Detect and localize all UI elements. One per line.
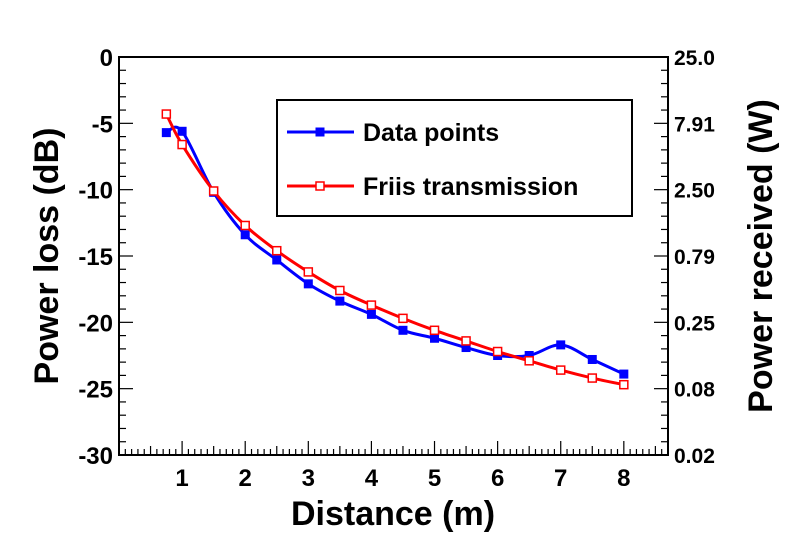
point-friis (335, 285, 345, 296)
x-tick-label: 5 (428, 465, 441, 492)
point-friis (208, 186, 219, 196)
y2-tick-label: 0.79 (674, 246, 715, 269)
legend-marker-friis (315, 181, 325, 191)
point-friis (240, 220, 250, 231)
point-data-points (587, 354, 597, 364)
x-tick-label: 6 (491, 465, 504, 492)
point-data-points (177, 126, 187, 136)
y2-tick-label: 0.02 (674, 445, 715, 468)
point-data-points (272, 255, 282, 265)
point-data-points (303, 279, 313, 289)
point-friis (492, 346, 503, 357)
legend: Data points Friis transmission (276, 99, 633, 217)
point-friis (461, 336, 471, 346)
y-tick-label: -10 (78, 178, 113, 205)
series-line-friis (164, 113, 625, 387)
series-line-data-points (165, 125, 625, 376)
point-data-points (556, 340, 566, 350)
point-friis (619, 379, 629, 390)
y-tick-label: 0 (100, 45, 113, 72)
point-data-points (366, 309, 376, 319)
point-data-points (335, 296, 345, 306)
point-friis (272, 245, 282, 256)
y-axis-title-left: Power loss (dB) (28, 128, 66, 385)
point-friis (303, 267, 314, 277)
point-friis (177, 139, 187, 150)
x-axis-title: Distance (m) (291, 495, 495, 533)
point-friis (429, 325, 440, 336)
x-tick-label: 2 (239, 465, 252, 492)
point-data-points (161, 128, 171, 138)
legend-label-data-points: Data points (363, 119, 499, 147)
point-data-points (524, 351, 534, 360)
x-axis: 1 2 3 4 5 6 7 8 (124, 441, 669, 492)
legend-box (276, 99, 633, 217)
point-friis (524, 356, 534, 366)
y-tick-label: -5 (92, 111, 113, 138)
x-tick-label: 7 (554, 465, 567, 492)
y-axis-left: 0 -5 -10 -15 -20 -25 -30 (78, 45, 133, 470)
point-data-points (619, 369, 629, 379)
x-tick-label: 8 (617, 465, 630, 492)
y2-tick-label: 2.50 (674, 180, 715, 203)
x-tick-label: 4 (365, 465, 379, 492)
y-axis-title-right: Power received (W) (742, 99, 780, 413)
legend-label-friis: Friis transmission (363, 173, 578, 201)
point-data-points (430, 333, 440, 343)
y2-tick-label: 0.08 (674, 379, 715, 402)
series-layer (161, 109, 629, 390)
point-friis (366, 300, 377, 310)
y2-tick-label: 0.25 (674, 312, 715, 335)
y-tick-label: -15 (78, 244, 113, 271)
point-friis (555, 365, 566, 375)
y2-tick-label: 7.91 (674, 113, 715, 136)
legend-marker-data-points (315, 127, 325, 137)
x-tick-label: 1 (175, 465, 188, 492)
y2-tick-label: 25.0 (674, 47, 715, 70)
point-data-points (461, 343, 471, 353)
y-tick-label: -25 (78, 377, 113, 404)
point-friis (398, 313, 408, 324)
point-data-points (398, 325, 408, 335)
y-axis-right: 25.0 7.91 2.50 0.79 0.25 0.08 0.02 (654, 47, 715, 468)
point-friis (587, 373, 598, 383)
x-tick-label: 3 (302, 465, 315, 492)
point-friis (161, 109, 172, 119)
y-tick-label: -20 (78, 310, 113, 337)
y-tick-label: -30 (78, 443, 113, 470)
point-data-points (240, 230, 250, 240)
